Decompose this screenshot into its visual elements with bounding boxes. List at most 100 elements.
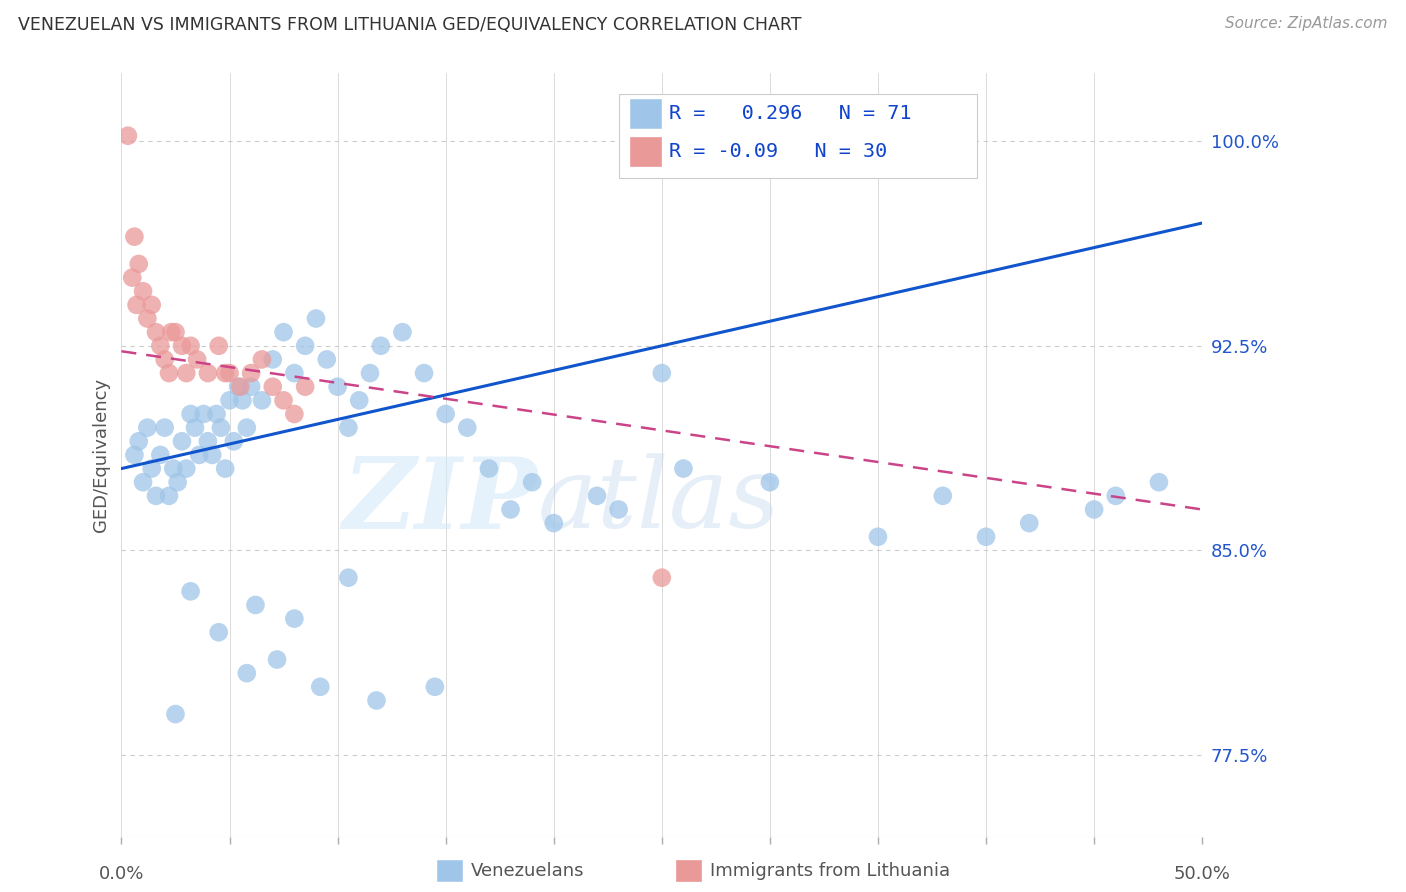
Point	[218, 393, 240, 408]
Point	[283, 612, 305, 626]
Point	[651, 571, 673, 585]
Point	[157, 489, 180, 503]
Point	[218, 366, 240, 380]
Point	[184, 420, 207, 434]
Point	[165, 325, 187, 339]
Point	[149, 339, 172, 353]
Point	[366, 693, 388, 707]
Point	[208, 339, 231, 353]
Point	[672, 461, 695, 475]
Text: 50.0%: 50.0%	[1174, 865, 1230, 883]
Point	[180, 407, 202, 421]
Point	[283, 407, 305, 421]
Point	[201, 448, 224, 462]
Point	[240, 366, 263, 380]
Text: Source: ZipAtlas.com: Source: ZipAtlas.com	[1225, 16, 1388, 31]
Point	[145, 325, 167, 339]
Point	[1018, 516, 1040, 530]
Point	[153, 420, 176, 434]
Point	[236, 420, 259, 434]
Point	[250, 393, 273, 408]
Point	[174, 366, 197, 380]
Point	[214, 461, 236, 475]
Point	[391, 325, 413, 339]
Point	[132, 284, 155, 298]
Point	[586, 489, 609, 503]
Point	[145, 489, 167, 503]
Point	[197, 434, 219, 449]
Point	[157, 366, 180, 380]
Point	[149, 448, 172, 462]
Point	[651, 366, 673, 380]
Point	[759, 475, 782, 490]
Point	[347, 393, 370, 408]
Point	[214, 366, 236, 380]
Point	[121, 270, 143, 285]
Point	[236, 666, 259, 681]
Point	[456, 420, 478, 434]
Point	[305, 311, 328, 326]
Point	[180, 584, 202, 599]
Point	[128, 257, 150, 271]
Point	[205, 407, 228, 421]
Point	[478, 461, 501, 475]
Point	[208, 625, 231, 640]
Point	[326, 380, 349, 394]
Point	[262, 380, 284, 394]
Text: R = -0.09   N = 30: R = -0.09 N = 30	[669, 142, 887, 161]
Point	[434, 407, 457, 421]
Point	[141, 298, 163, 312]
Text: atlas: atlas	[537, 453, 780, 549]
Point	[128, 434, 150, 449]
Point	[170, 339, 193, 353]
Text: Immigrants from Lithuania: Immigrants from Lithuania	[710, 862, 949, 880]
Point	[117, 128, 139, 143]
Point	[1147, 475, 1170, 490]
Point	[166, 475, 188, 490]
Text: VENEZUELAN VS IMMIGRANTS FROM LITHUANIA GED/EQUIVALENCY CORRELATION CHART: VENEZUELAN VS IMMIGRANTS FROM LITHUANIA …	[18, 16, 801, 34]
Point	[141, 461, 163, 475]
Point	[231, 393, 253, 408]
Text: ZIP: ZIP	[343, 452, 537, 549]
Point	[607, 502, 630, 516]
Point	[245, 598, 267, 612]
Point	[266, 652, 288, 666]
Point	[153, 352, 176, 367]
Point	[209, 420, 232, 434]
Point	[197, 366, 219, 380]
Point	[124, 229, 146, 244]
Point	[188, 448, 211, 462]
Point	[1105, 489, 1128, 503]
Point	[229, 380, 252, 394]
Point	[186, 352, 208, 367]
Point	[136, 420, 159, 434]
Point	[170, 434, 193, 449]
Text: 0.0%: 0.0%	[98, 865, 145, 883]
Point	[974, 530, 997, 544]
Point	[520, 475, 543, 490]
Point	[294, 380, 316, 394]
Point	[125, 298, 148, 312]
Point	[359, 366, 381, 380]
Point	[1083, 502, 1105, 516]
Point	[294, 339, 316, 353]
Point	[273, 325, 295, 339]
Point	[174, 461, 197, 475]
Point	[124, 448, 146, 462]
Point	[262, 352, 284, 367]
Point	[932, 489, 955, 503]
Point	[309, 680, 332, 694]
Point	[165, 707, 187, 722]
Point	[132, 475, 155, 490]
Point	[413, 366, 436, 380]
Point	[273, 393, 295, 408]
Point	[337, 571, 360, 585]
Point	[543, 516, 565, 530]
Point	[136, 311, 159, 326]
Point	[250, 352, 273, 367]
Point	[499, 502, 522, 516]
Point	[337, 420, 360, 434]
Point	[222, 434, 245, 449]
Point	[226, 380, 249, 394]
Point	[283, 366, 305, 380]
